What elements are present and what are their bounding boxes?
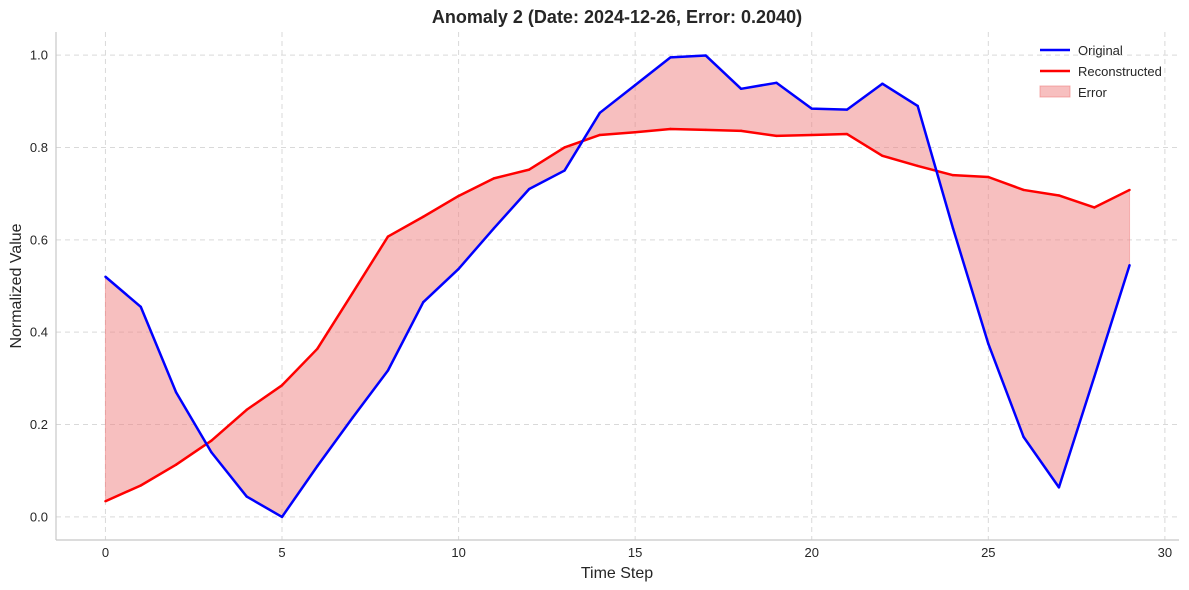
- data-point-reconstructed: [528, 168, 531, 171]
- data-point-reconstructed: [1057, 194, 1061, 197]
- legend-label-error: Error: [1078, 85, 1108, 100]
- data-point-reconstructed: [669, 127, 672, 131]
- data-point-reconstructed: [633, 131, 637, 134]
- data-point-reconstructed: [457, 194, 460, 198]
- data-point-original: [951, 227, 955, 230]
- data-point-original: [810, 107, 813, 110]
- y-tick-label: 1.0: [30, 48, 48, 63]
- data-point-original: [775, 81, 778, 85]
- x-tick-label: 25: [981, 545, 995, 560]
- y-tick-label: 0.8: [30, 140, 48, 155]
- data-point-original: [704, 54, 707, 57]
- data-point-original: [351, 416, 354, 419]
- data-point-reconstructed: [351, 291, 354, 295]
- legend-label-reconstructed: Reconstructed: [1078, 64, 1162, 79]
- data-point-reconstructed: [422, 215, 425, 218]
- data-point-original: [1057, 486, 1061, 489]
- data-point-original: [280, 515, 284, 519]
- data-point-original: [457, 267, 460, 271]
- data-point-reconstructed: [987, 175, 990, 179]
- legend-label-original: Original: [1078, 43, 1123, 58]
- legend-swatch-error: [1039, 85, 1071, 98]
- data-point-reconstructed: [845, 132, 849, 136]
- data-point-reconstructed: [563, 146, 566, 149]
- data-point-reconstructed: [104, 500, 107, 503]
- x-tick-label: 10: [451, 545, 465, 560]
- data-point-original: [316, 464, 319, 468]
- y-tick-label: 0.0: [30, 509, 48, 524]
- data-point-original: [104, 275, 107, 278]
- axes: [55, 32, 1179, 541]
- data-point-original: [1128, 264, 1131, 267]
- data-point-original: [633, 83, 637, 87]
- y-tick-label: 0.2: [30, 417, 48, 432]
- data-point-original: [563, 169, 566, 172]
- data-point-reconstructed: [316, 347, 319, 351]
- data-point-original: [1022, 435, 1025, 439]
- data-point-reconstructed: [881, 154, 884, 157]
- x-tick-label: 15: [628, 545, 642, 560]
- data-point-reconstructed: [775, 134, 778, 138]
- data-point-original: [210, 451, 213, 454]
- data-point-reconstructed: [810, 133, 813, 137]
- data-point-original: [881, 82, 884, 85]
- data-point-original: [598, 111, 602, 115]
- chart-title: Anomaly 2 (Date: 2024-12-26, Error: 0.20…: [432, 7, 802, 27]
- data-point-reconstructed: [1128, 188, 1131, 192]
- data-point-original: [1093, 375, 1096, 379]
- data-point-original: [174, 391, 178, 394]
- data-point-reconstructed: [174, 463, 178, 466]
- series-lines: [104, 54, 1131, 519]
- data-point-reconstructed: [280, 384, 284, 387]
- x-tick-label: 20: [804, 545, 818, 560]
- data-point-reconstructed: [1022, 188, 1025, 192]
- grid: [56, 32, 1179, 540]
- data-point-reconstructed: [492, 177, 496, 180]
- data-point-reconstructed: [245, 408, 248, 411]
- data-point-reconstructed: [139, 484, 142, 487]
- y-axis-label: Normalized Value: [8, 223, 25, 348]
- data-point-original: [492, 227, 496, 230]
- data-point-original: [739, 87, 743, 91]
- legend: Original Reconstructed Error: [1039, 43, 1162, 100]
- data-point-original: [422, 300, 425, 304]
- data-point-original: [245, 495, 248, 498]
- data-point-reconstructed: [951, 173, 955, 177]
- y-tick-label: 0.4: [30, 325, 48, 340]
- data-point-original: [386, 369, 390, 372]
- data-point-original: [916, 104, 919, 108]
- data-point-reconstructed: [916, 164, 919, 168]
- data-point-reconstructed: [739, 129, 743, 133]
- data-points: [104, 54, 1131, 519]
- series-line-original: [104, 54, 1131, 519]
- data-point-reconstructed: [386, 235, 390, 238]
- data-point-original: [845, 108, 849, 111]
- tick-labels: 0 5 10 15 20 25 30 0.0 0.2 0.4 0.6 0.8 1.0: [30, 48, 1172, 560]
- data-point-original: [528, 187, 531, 191]
- data-point-original: [669, 56, 672, 59]
- x-tick-label: 30: [1158, 545, 1172, 560]
- x-tick-label: 5: [278, 545, 285, 560]
- data-point-original: [139, 305, 142, 308]
- data-point-reconstructed: [704, 128, 707, 132]
- data-point-reconstructed: [1093, 206, 1096, 209]
- x-axis-label: Time Step: [581, 565, 653, 582]
- data-point-reconstructed: [210, 439, 213, 442]
- data-point-original: [987, 342, 990, 345]
- y-tick-label: 0.6: [30, 232, 48, 247]
- x-tick-label: 0: [102, 545, 109, 560]
- data-point-reconstructed: [598, 133, 602, 137]
- series-line-reconstructed: [104, 127, 1131, 503]
